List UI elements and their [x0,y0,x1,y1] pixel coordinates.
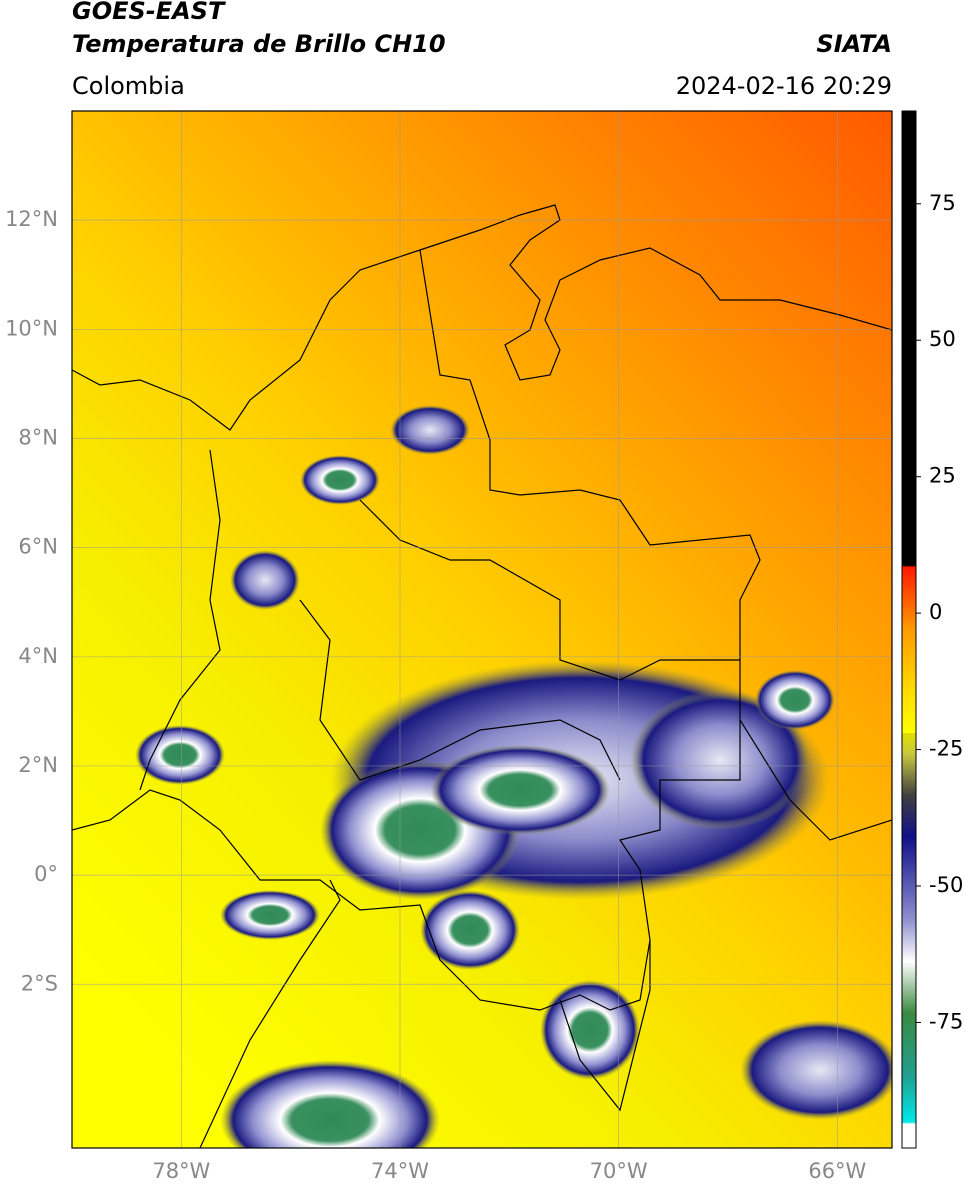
title: GOES-EAST [72,0,226,25]
background [72,111,892,1148]
cloud [540,980,640,1080]
cloud [755,670,835,730]
subtitle: Temperatura de Brillo CH10 [72,30,446,58]
x-tick-label: 66°W [808,1159,866,1183]
map-frame [71,110,893,1149]
x-tick-label: 74°W [371,1159,429,1183]
y-tick-label: 2°S [21,971,58,995]
cloud [630,690,810,830]
cloud [300,455,380,505]
colorbar-tick-label: -75 [929,1009,963,1033]
cloud [220,890,320,940]
x-tick-label: 70°W [590,1159,648,1183]
colorbar-tick-label: 50 [929,327,956,351]
cloud [420,890,520,970]
y-tick-label: 10°N [5,316,58,340]
y-tick-label: 12°N [5,207,58,231]
x-tick-label: 78°W [152,1159,210,1183]
colorbar-tick-label: 0 [929,600,942,624]
timestamp: 2024-02-16 20:29 [676,72,892,100]
cloud [230,550,300,610]
map-image [72,111,892,1148]
cloud [740,1020,892,1120]
y-tick-label: 8°N [18,425,58,449]
y-tick-label: 2°N [18,753,58,777]
borders [72,204,892,1148]
colorbar-tick-label: 75 [929,191,956,215]
y-tick-label: 6°N [18,535,58,559]
cloud [390,405,470,455]
colorbar [901,110,917,1149]
colorbar-tick-label: 25 [929,464,956,488]
grid [72,111,892,1148]
region: Colombia [72,72,185,100]
cloud [430,745,610,835]
cloud [135,725,225,785]
y-tick-label: 4°N [18,644,58,668]
source: SIATA [816,30,892,58]
colorbar-tick-label: -50 [929,873,963,897]
cloud [220,1060,440,1148]
colorbar-tick-label: -25 [929,737,963,761]
y-tick-label: 0° [34,862,58,886]
